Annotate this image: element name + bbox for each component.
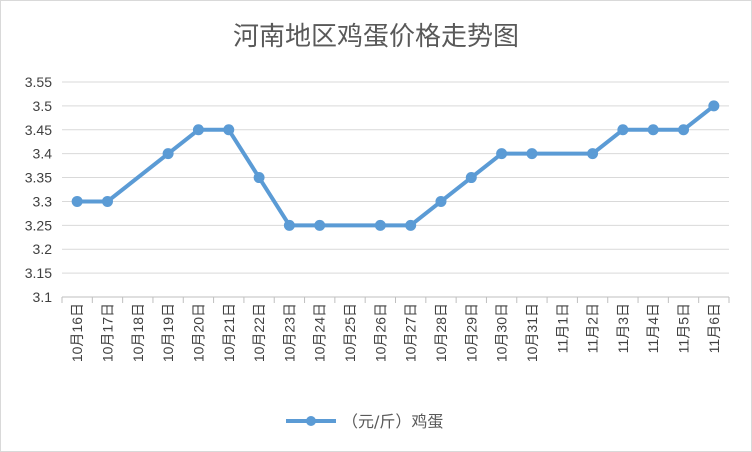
data-point <box>314 219 326 231</box>
data-point <box>405 219 417 231</box>
x-tick-label: 10月18日 <box>130 303 146 362</box>
x-tick-label: 10月22日 <box>251 303 267 362</box>
x-tick-label: 10月31日 <box>524 303 540 362</box>
data-point <box>708 100 720 112</box>
x-tick-label: 10月19日 <box>160 303 176 362</box>
data-point <box>465 172 477 184</box>
y-tick-label: 3.35 <box>25 170 52 186</box>
x-tick-label: 10月17日 <box>99 303 115 362</box>
x-tick-label: 10月28日 <box>433 303 449 362</box>
y-axis-ticks: 3.1 3.15 3.2 3.25 3.3 3.35 3.4 3.45 3.5 3.55 <box>25 74 52 305</box>
x-tick-label: 10月16日 <box>69 303 85 362</box>
legend-label: （元/斤）鸡蛋 <box>342 412 443 431</box>
x-tick-label: 10月27日 <box>403 303 419 362</box>
data-point <box>192 124 204 136</box>
legend: （元/斤）鸡蛋 <box>286 412 443 431</box>
y-tick-label: 3.2 <box>33 241 53 257</box>
data-point <box>435 195 447 207</box>
data-point <box>223 124 235 136</box>
x-tick-label: 10月20日 <box>190 303 206 362</box>
data-point <box>526 148 538 160</box>
x-tick-label: 11月6日 <box>706 303 722 353</box>
y-tick-label: 3.25 <box>25 217 52 233</box>
y-tick-label: 3.5 <box>33 98 53 114</box>
x-tick-label: 10月26日 <box>372 303 388 362</box>
legend-marker-swatch <box>306 416 316 426</box>
x-tick-label: 10月30日 <box>494 303 510 362</box>
x-tick-label: 11月1日 <box>554 303 570 353</box>
data-point <box>374 219 386 231</box>
x-tick-label: 10月29日 <box>463 303 479 362</box>
x-tick-label: 11月5日 <box>676 303 692 353</box>
x-tick-label: 10月24日 <box>312 303 328 362</box>
y-tick-label: 3.4 <box>33 146 53 162</box>
x-axis: 10月16日 10月17日 10月18日 10月19日 10月20日 10月21日 10月2… <box>61 296 730 362</box>
data-point <box>162 148 174 160</box>
x-tick-label: 11月4日 <box>645 303 661 353</box>
data-point <box>71 195 83 207</box>
x-tick-label: 10月23日 <box>281 303 297 362</box>
y-tick-label: 3.15 <box>25 265 52 281</box>
data-point <box>101 195 113 207</box>
data-point <box>678 124 690 136</box>
y-tick-label: 3.3 <box>33 193 53 209</box>
x-tick-label: 10月21日 <box>221 303 237 362</box>
y-tick-label: 3.55 <box>25 74 52 90</box>
data-point <box>283 219 295 231</box>
data-point <box>587 148 599 160</box>
x-tick-label: 10月25日 <box>342 303 358 362</box>
x-tick-label: 11月2日 <box>585 303 601 353</box>
x-tick-label: 11月3日 <box>615 303 631 353</box>
grid-lines <box>62 81 729 274</box>
series-layer <box>71 100 720 231</box>
y-tick-label: 3.1 <box>33 289 53 305</box>
series-line-0 <box>75 103 716 228</box>
y-tick-label: 3.45 <box>25 122 52 138</box>
data-point <box>496 148 508 160</box>
data-point <box>253 172 265 184</box>
data-point <box>647 124 659 136</box>
data-point <box>617 124 629 136</box>
chart-title: 河南地区鸡蛋价格走势图 <box>233 22 519 52</box>
